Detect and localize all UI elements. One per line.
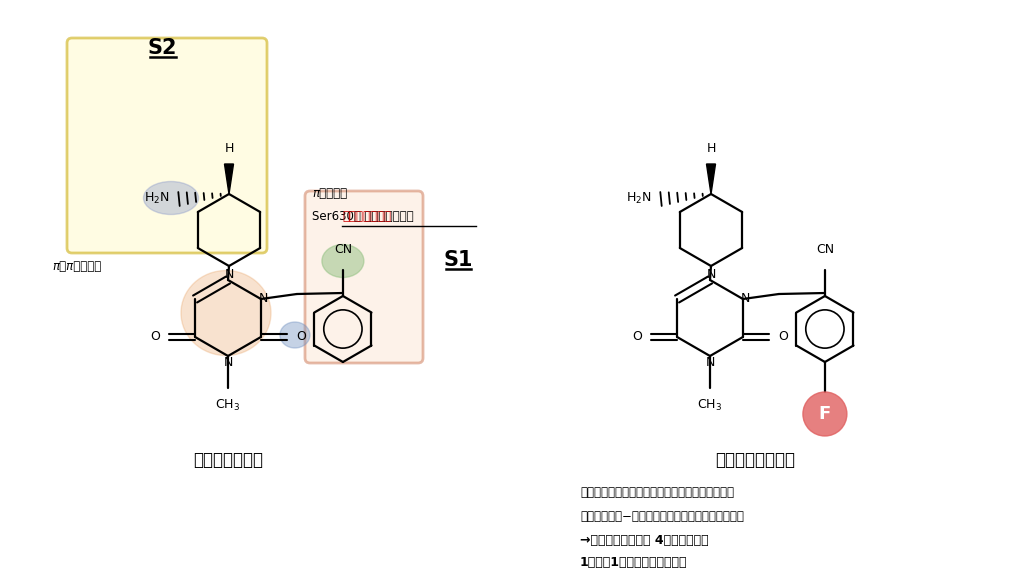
Text: N: N — [224, 268, 233, 281]
Text: H$_2$N: H$_2$N — [144, 190, 170, 206]
Polygon shape — [224, 164, 233, 194]
Text: H: H — [224, 142, 233, 155]
Text: O: O — [632, 331, 642, 343]
Text: O: O — [151, 331, 160, 343]
Text: 周囲を取り巻くアミノ酸残基の側鎖芳香環などと: 周囲を取り巻くアミノ酸残基の側鎖芳香環などと — [580, 487, 734, 499]
Ellipse shape — [143, 181, 199, 214]
Text: π－π相互作用: π－π相互作用 — [52, 260, 101, 272]
Text: π相互作用: π相互作用 — [312, 187, 347, 199]
Text: H$_2$N: H$_2$N — [627, 190, 652, 206]
Text: N: N — [741, 291, 751, 305]
Text: CH$_3$: CH$_3$ — [697, 398, 723, 413]
Polygon shape — [707, 164, 716, 194]
Text: S2: S2 — [147, 38, 177, 58]
Text: N: N — [259, 291, 268, 305]
Text: →アログリプチンの 4倍の阔害活性: →アログリプチンの 4倍の阔害活性 — [580, 533, 709, 547]
Text: N: N — [223, 356, 232, 369]
Text: H: H — [707, 142, 716, 155]
FancyBboxPatch shape — [67, 38, 267, 253]
Text: 共有結合しない: 共有結合しない — [342, 209, 391, 223]
Text: CN: CN — [334, 243, 352, 256]
Text: 1週間に1回の服用で効果持続: 1週間に1回の服用で効果持続 — [580, 555, 687, 569]
Ellipse shape — [181, 271, 271, 355]
Text: F: F — [819, 405, 831, 423]
Text: CH$_3$: CH$_3$ — [215, 398, 241, 413]
Text: トレラグリプチン: トレラグリプチン — [715, 451, 795, 469]
Text: O: O — [296, 331, 306, 343]
Text: N: N — [707, 268, 716, 281]
Text: N: N — [706, 356, 715, 369]
Ellipse shape — [280, 322, 310, 348]
FancyBboxPatch shape — [305, 191, 423, 363]
Ellipse shape — [322, 244, 364, 277]
Text: 部分的な＋と−の分子間力がはたらいている（？）: 部分的な＋と−の分子間力がはたらいている（？） — [580, 509, 743, 523]
Text: O: O — [778, 331, 787, 343]
Circle shape — [803, 392, 847, 436]
Text: Ser630と 共有結合しない: Ser630と 共有結合しない — [312, 209, 414, 223]
Text: アログリプチン: アログリプチン — [193, 451, 263, 469]
Text: S1: S1 — [443, 250, 473, 270]
Text: CN: CN — [816, 243, 834, 256]
